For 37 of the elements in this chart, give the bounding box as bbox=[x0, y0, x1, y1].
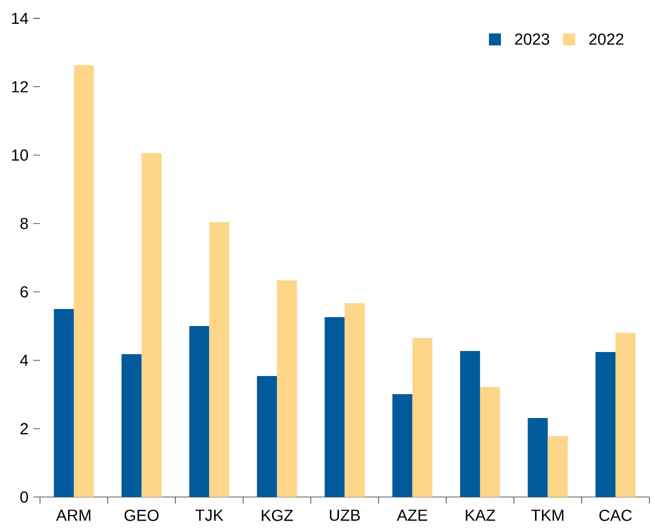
bar bbox=[276, 280, 297, 497]
bar bbox=[344, 303, 365, 497]
x-tick-label: ARM bbox=[56, 510, 90, 521]
bar bbox=[324, 317, 345, 497]
bar bbox=[74, 65, 94, 497]
y-tick-label: 6 bbox=[20, 286, 28, 298]
y-tick-label: 12 bbox=[12, 81, 28, 92]
bar bbox=[122, 354, 142, 497]
x-tick-label: UZB bbox=[330, 510, 360, 521]
bar bbox=[54, 308, 74, 497]
y-tick-label: 8 bbox=[20, 218, 28, 230]
x-tick-label: TJK bbox=[195, 510, 224, 521]
legend-label: 2022 bbox=[589, 34, 624, 45]
y-tick-label: 4 bbox=[20, 354, 28, 366]
bar bbox=[615, 332, 636, 497]
bar bbox=[392, 394, 412, 497]
x-tick-label: TKM bbox=[531, 510, 564, 521]
y-tick-label: 14 bbox=[12, 12, 28, 24]
bar bbox=[142, 153, 162, 497]
legend-label: 2023 bbox=[515, 34, 550, 45]
bar bbox=[528, 418, 548, 497]
bar bbox=[189, 326, 210, 497]
bar bbox=[595, 352, 616, 497]
x-tick-label: KAZ bbox=[466, 510, 496, 521]
x-tick-label: AZE bbox=[396, 510, 428, 521]
bar bbox=[548, 436, 568, 497]
x-tick-label: GEO bbox=[124, 510, 159, 522]
y-tick-label: 0 bbox=[20, 491, 28, 503]
bar bbox=[209, 222, 230, 497]
bar bbox=[480, 386, 500, 497]
y-tick-label: 10 bbox=[12, 149, 28, 161]
bar bbox=[460, 351, 480, 497]
y-tick-label: 2 bbox=[20, 423, 28, 434]
x-tick-label: KGZ bbox=[262, 510, 293, 522]
bar bbox=[412, 338, 432, 497]
bar bbox=[256, 376, 277, 497]
x-tick-label: CAC bbox=[599, 510, 632, 522]
